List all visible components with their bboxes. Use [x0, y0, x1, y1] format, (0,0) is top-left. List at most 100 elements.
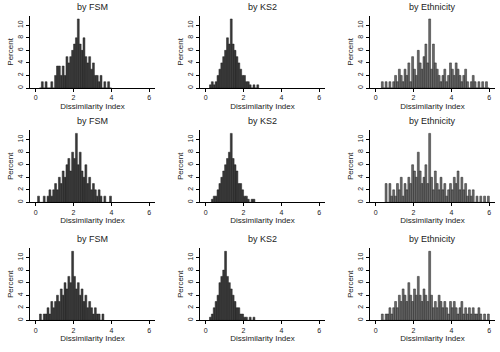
svg-text:0: 0 — [357, 199, 364, 203]
svg-text:0: 0 — [17, 85, 24, 89]
svg-text:Dissimilarity Index: Dissimilarity Index — [230, 334, 294, 343]
svg-text:10: 10 — [187, 135, 194, 143]
svg-text:2: 2 — [187, 305, 194, 309]
svg-text:4: 4 — [357, 60, 364, 64]
svg-text:2: 2 — [72, 94, 76, 101]
svg-text:6: 6 — [317, 327, 321, 334]
svg-text:10: 10 — [17, 20, 24, 28]
svg-text:by KS2: by KS2 — [248, 2, 277, 12]
svg-text:2: 2 — [242, 94, 246, 101]
svg-text:6: 6 — [487, 94, 491, 101]
svg-text:6: 6 — [17, 47, 24, 51]
svg-text:4: 4 — [357, 292, 364, 296]
svg-text:Dissimilarity Index: Dissimilarity Index — [400, 216, 464, 225]
svg-text:Percent: Percent — [6, 37, 15, 65]
svg-text:4: 4 — [187, 174, 194, 178]
svg-text:6: 6 — [317, 94, 321, 101]
svg-text:by Ethnicity: by Ethnicity — [409, 116, 456, 126]
svg-text:6: 6 — [17, 162, 24, 166]
svg-text:0: 0 — [34, 94, 38, 101]
svg-text:8: 8 — [357, 267, 364, 271]
svg-text:6: 6 — [357, 162, 364, 166]
svg-text:Percent: Percent — [6, 152, 15, 180]
svg-text:0: 0 — [34, 327, 38, 334]
svg-text:4: 4 — [279, 327, 283, 334]
svg-text:2: 2 — [242, 209, 246, 216]
svg-text:4: 4 — [109, 327, 113, 334]
svg-text:Percent: Percent — [6, 270, 15, 298]
svg-text:4: 4 — [449, 94, 453, 101]
svg-text:0: 0 — [204, 94, 208, 101]
svg-text:2: 2 — [357, 305, 364, 309]
svg-text:Dissimilarity Index: Dissimilarity Index — [60, 216, 124, 225]
svg-text:8: 8 — [17, 267, 24, 271]
svg-text:10: 10 — [357, 135, 364, 143]
svg-text:by FSM: by FSM — [77, 234, 108, 244]
svg-text:Dissimilarity Index: Dissimilarity Index — [230, 216, 294, 225]
svg-text:Dissimilarity Index: Dissimilarity Index — [400, 102, 464, 111]
svg-text:4: 4 — [357, 174, 364, 178]
svg-text:2: 2 — [187, 72, 194, 76]
svg-text:by FSM: by FSM — [77, 116, 108, 126]
svg-text:6: 6 — [317, 209, 321, 216]
svg-text:6: 6 — [147, 94, 151, 101]
svg-text:4: 4 — [449, 327, 453, 334]
svg-text:0: 0 — [204, 209, 208, 216]
svg-text:6: 6 — [487, 209, 491, 216]
svg-text:2: 2 — [17, 187, 24, 191]
svg-text:Dissimilarity Index: Dissimilarity Index — [230, 102, 294, 111]
svg-text:6: 6 — [147, 327, 151, 334]
svg-text:4: 4 — [17, 174, 24, 178]
svg-text:0: 0 — [187, 199, 194, 203]
svg-text:Percent: Percent — [176, 270, 185, 298]
svg-text:Percent: Percent — [176, 37, 185, 65]
svg-text:0: 0 — [17, 317, 24, 321]
svg-text:4: 4 — [187, 292, 194, 296]
svg-text:6: 6 — [187, 280, 194, 284]
svg-text:0: 0 — [187, 317, 194, 321]
svg-text:0: 0 — [34, 209, 38, 216]
svg-text:by Ethnicity: by Ethnicity — [409, 234, 456, 244]
svg-text:10: 10 — [17, 135, 24, 143]
svg-text:10: 10 — [357, 20, 364, 28]
svg-text:4: 4 — [449, 209, 453, 216]
svg-text:2: 2 — [187, 187, 194, 191]
svg-text:0: 0 — [187, 85, 194, 89]
svg-text:2: 2 — [72, 327, 76, 334]
svg-text:Percent: Percent — [346, 270, 355, 298]
svg-text:0: 0 — [357, 85, 364, 89]
svg-text:4: 4 — [17, 292, 24, 296]
svg-text:8: 8 — [187, 35, 194, 39]
svg-text:2: 2 — [17, 305, 24, 309]
svg-text:2: 2 — [412, 209, 416, 216]
svg-text:4: 4 — [17, 60, 24, 64]
svg-text:8: 8 — [187, 267, 194, 271]
svg-text:0: 0 — [374, 209, 378, 216]
svg-text:by KS2: by KS2 — [248, 116, 277, 126]
svg-text:4: 4 — [279, 94, 283, 101]
svg-text:4: 4 — [279, 209, 283, 216]
svg-text:8: 8 — [187, 149, 194, 153]
svg-text:0: 0 — [17, 199, 24, 203]
svg-text:8: 8 — [17, 149, 24, 153]
svg-text:2: 2 — [412, 94, 416, 101]
svg-text:4: 4 — [187, 60, 194, 64]
svg-text:6: 6 — [17, 280, 24, 284]
svg-text:0: 0 — [374, 327, 378, 334]
svg-text:by KS2: by KS2 — [248, 234, 277, 244]
svg-text:0: 0 — [357, 317, 364, 321]
svg-text:Dissimilarity Index: Dissimilarity Index — [60, 334, 124, 343]
svg-text:2: 2 — [17, 72, 24, 76]
svg-text:8: 8 — [357, 149, 364, 153]
svg-text:10: 10 — [17, 253, 24, 261]
svg-text:6: 6 — [187, 47, 194, 51]
svg-text:10: 10 — [187, 253, 194, 261]
svg-text:4: 4 — [109, 209, 113, 216]
svg-text:2: 2 — [72, 209, 76, 216]
svg-text:0: 0 — [204, 327, 208, 334]
svg-text:6: 6 — [357, 280, 364, 284]
svg-text:Percent: Percent — [346, 152, 355, 180]
svg-text:6: 6 — [487, 327, 491, 334]
svg-text:by FSM: by FSM — [77, 2, 108, 12]
svg-text:Percent: Percent — [346, 37, 355, 65]
